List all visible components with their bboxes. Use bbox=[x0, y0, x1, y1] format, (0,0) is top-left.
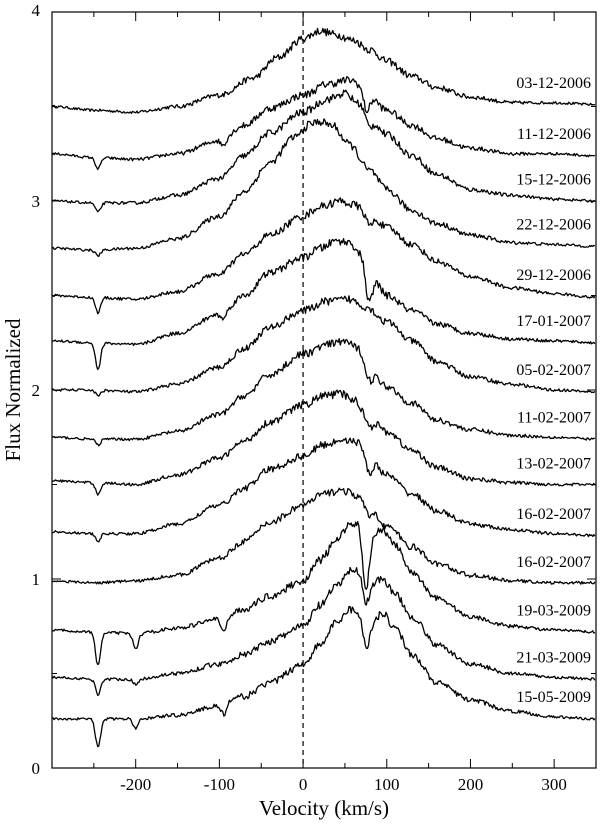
series-label: 15-12-2006 bbox=[516, 171, 591, 188]
series-label: 05-02-2007 bbox=[516, 362, 591, 379]
spectrum-line-14 bbox=[51, 605, 596, 748]
series-label: 03-12-2006 bbox=[516, 75, 591, 92]
series-label: 11-12-2006 bbox=[517, 126, 591, 143]
y-tick-label: 1 bbox=[32, 570, 41, 589]
x-tick-label: 0 bbox=[299, 775, 308, 794]
x-tick-label: 100 bbox=[374, 775, 400, 794]
spectrum-line-8 bbox=[51, 338, 596, 447]
spectrum-line-5 bbox=[51, 197, 596, 315]
series-label: 21-03-2009 bbox=[516, 650, 591, 667]
y-axis-title: Flux Normalized bbox=[1, 318, 25, 461]
series-labels: 03-12-2006 11-12-2006 15-12-2006 22-12-2006… bbox=[516, 75, 591, 706]
spectrum-line-6 bbox=[51, 238, 596, 371]
spectrum-line-9 bbox=[51, 389, 596, 496]
series-label: 22-12-2006 bbox=[516, 217, 591, 234]
series-label: 19-03-2009 bbox=[516, 602, 591, 619]
series-label: 15-05-2009 bbox=[516, 689, 591, 706]
y-tick-label: 2 bbox=[32, 381, 41, 400]
spectrum-line-7 bbox=[51, 295, 596, 397]
spectrum-line-12 bbox=[51, 521, 596, 666]
spectrum-line-4 bbox=[51, 118, 596, 258]
plot-frame bbox=[51, 11, 597, 769]
series-layer bbox=[51, 27, 596, 748]
series-label: 29-12-2006 bbox=[516, 267, 591, 284]
x-tick-label: 300 bbox=[541, 775, 567, 794]
y-tick-label: 4 bbox=[32, 1, 41, 20]
y-tick-label: 0 bbox=[32, 759, 41, 778]
spectrum-line-3 bbox=[51, 89, 596, 213]
axis-ticks: -200 -100 0 100 200 300 0 1 2 3 4 bbox=[32, 1, 597, 794]
x-tick-label: -200 bbox=[120, 775, 151, 794]
spectrum-line-1 bbox=[51, 27, 596, 115]
x-axis-title: Velocity (km/s) bbox=[259, 796, 389, 820]
spectrum-line-13 bbox=[51, 566, 596, 696]
spectrum-line-2 bbox=[51, 76, 596, 171]
spectrum-line-10 bbox=[51, 437, 596, 543]
x-tick-label: 200 bbox=[458, 775, 484, 794]
series-label: 13-02-2007 bbox=[516, 456, 591, 473]
spectrum-line-11 bbox=[51, 487, 596, 585]
series-label: 16-02-2007 bbox=[516, 506, 591, 523]
series-label: 17-01-2007 bbox=[516, 313, 591, 330]
x-tick-label: -100 bbox=[204, 775, 235, 794]
series-label: 11-02-2007 bbox=[517, 409, 591, 426]
series-label: 16-02-2007 bbox=[516, 554, 591, 571]
y-tick-label: 3 bbox=[32, 192, 41, 211]
